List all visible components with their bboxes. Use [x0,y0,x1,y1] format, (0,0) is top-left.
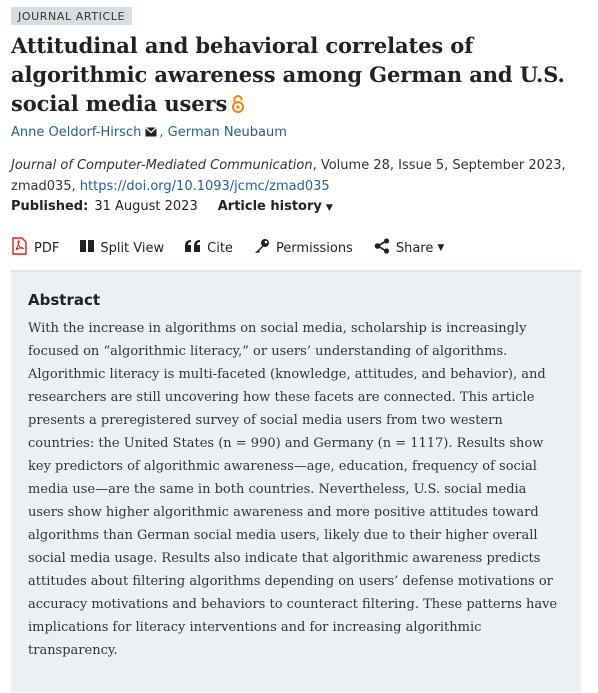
pdf-icon [11,237,34,259]
abstract-section: Abstract With the increase in algorithms… [11,272,581,692]
author-link[interactable]: German Neubaum [167,125,287,140]
share-icon [374,238,396,258]
article-title: Attitudinal and behavioral correlates of… [11,31,576,121]
abstract-text: With the increase in algorithms on socia… [28,321,558,658]
published-row: Published: 31 August 2023 Article histor… [11,199,576,214]
article-type-badge: JOURNAL ARTICLE [11,7,133,25]
open-access-icon [231,92,245,121]
key-icon [254,238,276,258]
chevron-down-icon: ▼ [325,203,333,213]
quote-icon [185,240,207,256]
published-label: Published: [11,199,89,214]
article-history-toggle[interactable]: Article history ▼ [218,199,333,214]
citation-block: Journal of Computer-Mediated Communicati… [11,155,576,197]
pdf-button[interactable]: PDF [11,237,59,259]
journal-name[interactable]: Journal of Computer-Mediated Communicati… [11,158,313,173]
split-view-icon [80,240,100,256]
citation-details: , Volume 28, Issue 5, September 2023, zm… [11,158,566,194]
author-list: Anne Oeldorf-Hirsch, German Neubaum [11,125,576,141]
doi-link[interactable]: https://doi.org/10.1093/jcmc/zmad035 [79,179,330,194]
split-view-button[interactable]: Split View [80,240,164,256]
published-date: 31 August 2023 [94,199,198,214]
article-title-text: Attitudinal and behavioral correlates of… [11,33,565,116]
permissions-button[interactable]: Permissions [254,238,353,258]
article-history-label: Article history [217,199,322,214]
share-button[interactable]: Share ▼ [374,238,444,258]
author-separator: , [159,125,164,140]
abstract-heading: Abstract [28,291,101,309]
pdf-label: PDF [34,240,60,256]
cite-button[interactable]: Cite [185,240,233,256]
article-toolbar: PDF Split View Cite Permissions Share ▼ [11,237,581,272]
permissions-label: Permissions [275,240,353,256]
split-view-label: Split View [100,240,165,256]
author-link[interactable]: Anne Oeldorf-Hirsch [11,125,142,140]
share-label: Share [395,240,434,256]
email-icon[interactable] [145,126,158,141]
cite-label: Cite [207,240,233,256]
chevron-down-icon: ▼ [437,243,445,253]
